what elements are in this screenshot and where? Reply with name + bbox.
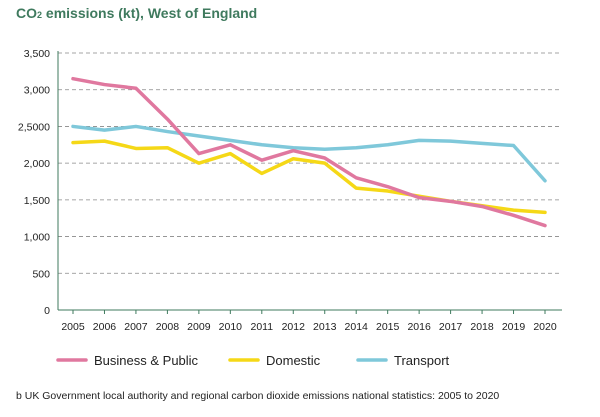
y-tick-label: 1,000 [24,232,50,244]
x-tick-label: 2009 [187,321,211,333]
y-tick-label: 0 [44,305,50,317]
legend-label: Domestic [266,353,321,368]
x-tick-label: 2013 [313,321,337,333]
chart-title: CO2 emissions (kt), West of England [16,5,257,21]
x-tick-label: 2007 [124,321,148,333]
series-line-domestic [71,139,547,215]
x-tick-label: 2011 [251,321,274,333]
x-tick-label: 2005 [61,321,85,333]
footnote: b UK Government local authority and regi… [16,390,500,402]
y-tick-label: 3,000 [24,85,50,97]
y-tick-label: 2,000 [24,158,50,170]
x-tick-label: 2019 [502,321,526,333]
x-tick-label: 2015 [376,321,400,333]
x-tick-label: 2016 [407,321,431,333]
x-tick-label: 2018 [470,321,494,333]
y-tick-label: 1,500 [24,195,50,207]
x-tick-label: 2014 [345,321,369,333]
title-subscript: 2 [37,10,43,20]
series-line-business-public [71,76,547,228]
y-tick-label: 3,500 [24,48,50,60]
x-tick-label: 2017 [439,321,463,333]
line-chart: 0 500 1,000 1,500 2,000 2,5000 3,000 3,500 2005 2… [18,48,562,368]
y-tick-label: 2,5000 [18,121,50,133]
title-rest: emissions (kt), West of England [42,5,258,21]
x-tick-label: 2012 [282,321,306,333]
legend-label: Business & Public [94,353,199,368]
x-tick-label: 2020 [533,321,557,333]
series-line-transport [71,124,547,183]
x-tick-label: 2010 [219,321,243,333]
y-tick-label: 500 [32,268,50,280]
title-text: CO [16,5,37,21]
x-tick-label: 2008 [156,321,180,333]
legend-label: Transport [394,353,450,368]
x-tick-label: 2006 [93,321,117,333]
